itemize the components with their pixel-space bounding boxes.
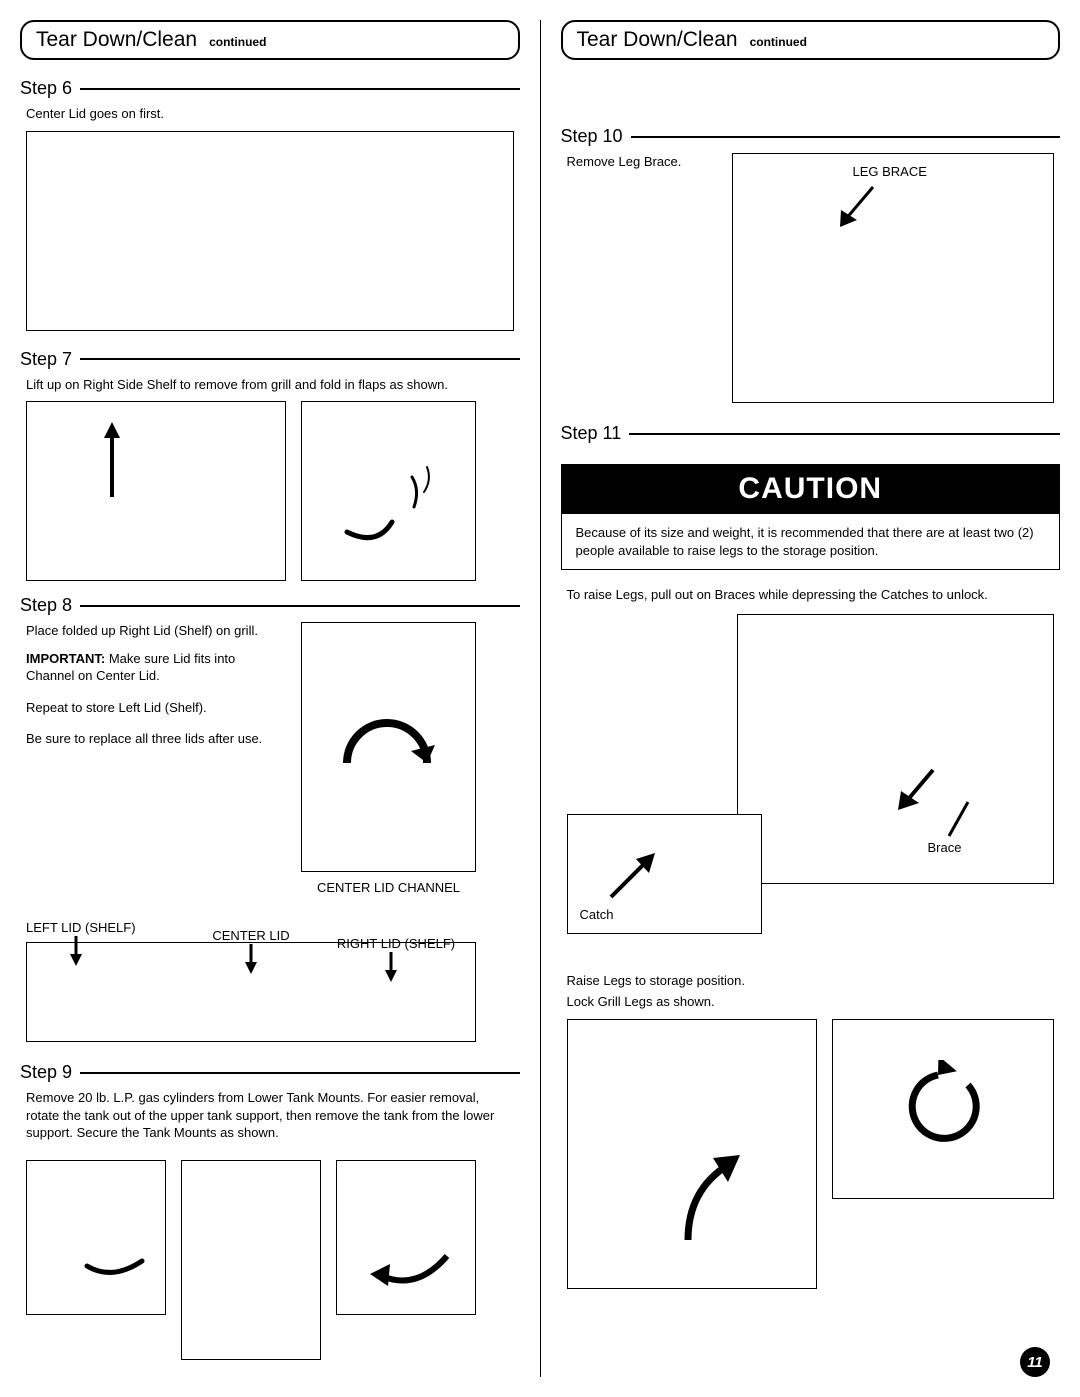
step10-figure: LEG BRACE [732, 153, 1055, 403]
section-title: Tear Down/Clean [36, 28, 197, 52]
step11-raise-text: To raise Legs, pull out on Braces while … [567, 586, 1055, 604]
curve-icon [332, 462, 442, 552]
caution-banner: CAUTION [561, 464, 1061, 514]
step6-header: Step 6 [20, 78, 520, 99]
caution-text: Because of its size and weight, it is re… [562, 514, 1060, 569]
arrow-line-icon [943, 800, 973, 840]
brace-label: Brace [928, 840, 962, 857]
arrow-up-icon [97, 422, 127, 502]
step9-figure-a [26, 1160, 166, 1315]
left-lid-label: LEFT LID (SHELF) [26, 920, 166, 937]
section-title: Tear Down/Clean [577, 28, 738, 52]
step11-figure-lock-b [832, 1019, 1055, 1199]
step8-important: IMPORTANT: Make sure Lid fits into Chann… [26, 650, 281, 685]
step8-line4: Be sure to replace all three lids after … [26, 730, 281, 748]
step6-text: Center Lid goes on first. [26, 105, 514, 123]
step11-figure-catch: Catch [567, 814, 762, 934]
step9-figure-b [181, 1160, 321, 1360]
step11-label: Step 11 [561, 423, 622, 444]
arrow-diag-up-icon [603, 845, 663, 905]
arrow-down-icon [241, 944, 261, 974]
step7-figure-b [301, 401, 476, 581]
left-column: Tear Down/Clean continued Step 6 Center … [20, 20, 520, 1377]
step10-header: Step 10 [561, 126, 1061, 147]
step7-label: Step 7 [20, 349, 72, 370]
step8-header: Step 8 [20, 595, 520, 616]
rule [80, 88, 519, 90]
step6-figure [26, 131, 514, 331]
step11-lock1: Raise Legs to storage position. [567, 972, 1055, 990]
curved-arrow-icon [327, 693, 447, 793]
step9-label: Step 9 [20, 1062, 72, 1083]
step6-label: Step 6 [20, 78, 72, 99]
step9-figure-c [336, 1160, 476, 1315]
page-number: 11 [1020, 1347, 1050, 1377]
arrow-diag-icon [893, 765, 943, 815]
arrow-down-icon [66, 936, 86, 966]
arrow-diag-icon [833, 182, 883, 232]
rule [80, 358, 519, 360]
right-lid-label: RIGHT LID (SHELF) [316, 936, 476, 953]
right-column: Tear Down/Clean continued Step 10 Remove… [561, 20, 1061, 1377]
curved-arrow-up-icon [658, 1140, 758, 1250]
step8-line1: Place folded up Right Lid (Shelf) on gri… [26, 622, 281, 640]
center-lid-channel-label: CENTER LID CHANNEL [311, 880, 466, 897]
step8-line3: Repeat to store Left Lid (Shelf). [26, 699, 281, 717]
curve-icon [82, 1251, 152, 1291]
circular-arrow-icon [888, 1060, 988, 1150]
leg-brace-label: LEG BRACE [853, 164, 927, 181]
rule [629, 433, 1060, 435]
section-continued: continued [750, 35, 807, 49]
step9-text: Remove 20 lb. L.P. gas cylinders from Lo… [26, 1089, 514, 1142]
step8-figure-top [301, 622, 476, 872]
step7-figure-a [26, 401, 286, 581]
important-prefix: IMPORTANT: [26, 651, 105, 666]
step9-header: Step 9 [20, 1062, 520, 1083]
caution-box: Because of its size and weight, it is re… [561, 513, 1061, 570]
rule [631, 136, 1060, 138]
step11-figure-lock-a [567, 1019, 817, 1289]
swoosh-arrow-icon [362, 1246, 452, 1296]
rule [80, 1072, 519, 1074]
section-header-left: Tear Down/Clean continued [20, 20, 520, 60]
section-header-right: Tear Down/Clean continued [561, 20, 1061, 60]
step10-text: Remove Leg Brace. [567, 153, 717, 171]
step11-figure-brace: Brace [737, 614, 1055, 884]
step7-header: Step 7 [20, 349, 520, 370]
section-continued: continued [209, 35, 266, 49]
step11-header: Step 11 [561, 423, 1061, 444]
center-lid-label: CENTER LID [196, 928, 306, 945]
step8-label: Step 8 [20, 595, 72, 616]
step11-lock2: Lock Grill Legs as shown. [567, 993, 1055, 1011]
rule [80, 605, 519, 607]
step7-text: Lift up on Right Side Shelf to remove fr… [26, 376, 514, 394]
catch-label: Catch [580, 907, 614, 924]
step10-label: Step 10 [561, 126, 623, 147]
column-divider [540, 20, 541, 1377]
arrow-down-icon [381, 952, 401, 982]
